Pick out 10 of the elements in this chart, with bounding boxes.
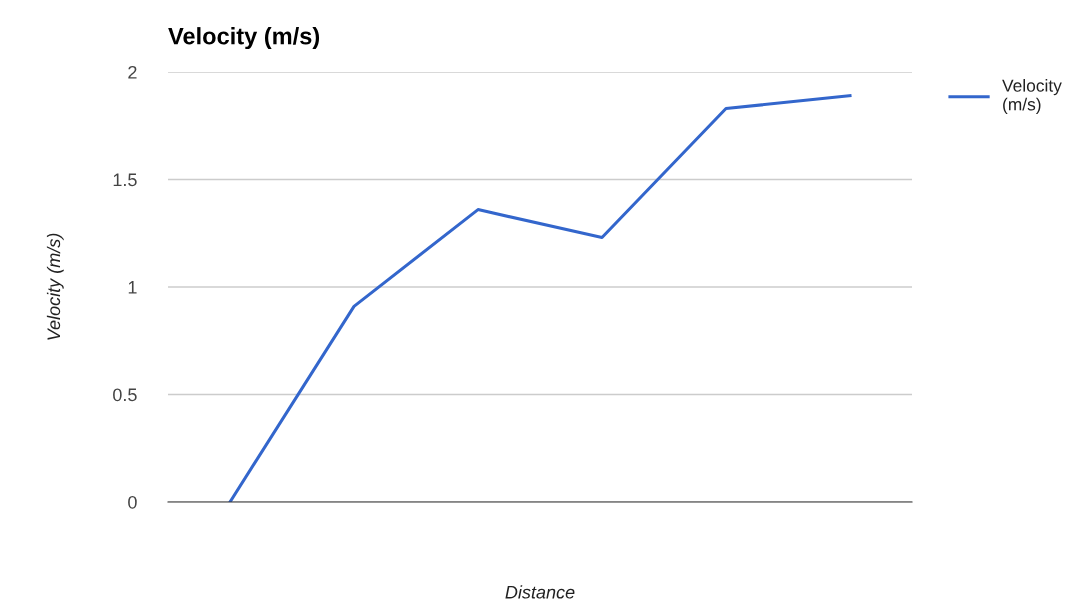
- y-tick-label: 1.5: [113, 173, 137, 187]
- chart-title: Velocity (m/s): [168, 27, 320, 50]
- y-tick-label: 1: [128, 281, 137, 294]
- line-series: [228, 94, 852, 502]
- y-tick-label: 2: [128, 65, 137, 79]
- y-axis-title: Velocity (m/s): [46, 233, 64, 340]
- x-axis-title: Distance: [505, 585, 575, 599]
- legend-label: Velocity (m/s): [1002, 79, 1062, 114]
- y-tick-label: 0.5: [113, 388, 137, 402]
- y-tick-label: 0: [128, 495, 137, 509]
